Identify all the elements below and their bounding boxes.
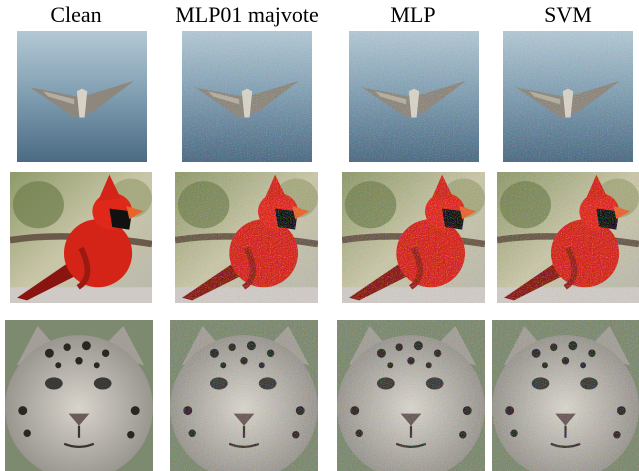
image-clean <box>5 320 153 471</box>
image-adversarial <box>175 172 318 303</box>
image-adversarial <box>182 31 312 162</box>
image-adversarial <box>342 172 485 303</box>
image-adversarial <box>497 172 639 303</box>
image-adversarial <box>503 31 633 162</box>
column-header: MLP01 majvote <box>175 2 319 27</box>
image-clean <box>17 31 147 162</box>
image-adversarial <box>170 320 318 471</box>
image-adversarial <box>337 320 485 471</box>
image-adversarial <box>492 320 639 471</box>
image-adversarial <box>349 31 479 162</box>
column-header: Clean <box>50 2 101 27</box>
column-header: MLP <box>390 2 435 27</box>
column-header: SVM <box>544 2 592 27</box>
image-clean <box>10 172 152 303</box>
